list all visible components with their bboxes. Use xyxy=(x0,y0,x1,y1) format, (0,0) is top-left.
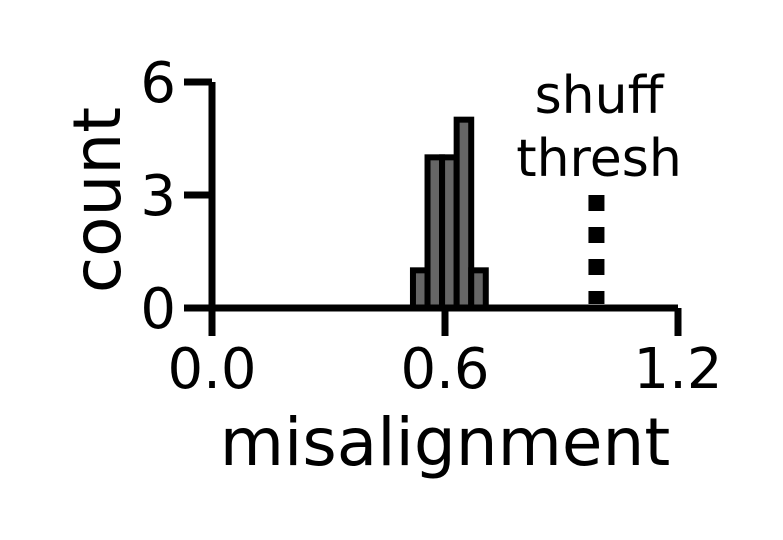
y-tick-label-2: 6 xyxy=(140,51,176,116)
y-ticks: 0 3 6 xyxy=(140,51,212,342)
x-tick-label-1: 0.6 xyxy=(400,337,489,402)
x-axis-label: misalignment xyxy=(220,404,670,481)
y-tick-label-0: 0 xyxy=(140,277,176,342)
histogram-bar-4 xyxy=(468,267,489,312)
histogram-bars xyxy=(409,116,489,312)
x-tick-label-0: 0.0 xyxy=(167,337,256,402)
x-tick-label-2: 1.2 xyxy=(633,337,722,402)
y-axis-label: count xyxy=(59,107,136,293)
threshold-label-line2: thresh xyxy=(516,129,682,189)
threshold-label-line1: shuff xyxy=(535,66,665,126)
x-ticks: 0.0 0.6 1.2 xyxy=(167,308,723,402)
y-tick-label-1: 3 xyxy=(140,164,176,229)
